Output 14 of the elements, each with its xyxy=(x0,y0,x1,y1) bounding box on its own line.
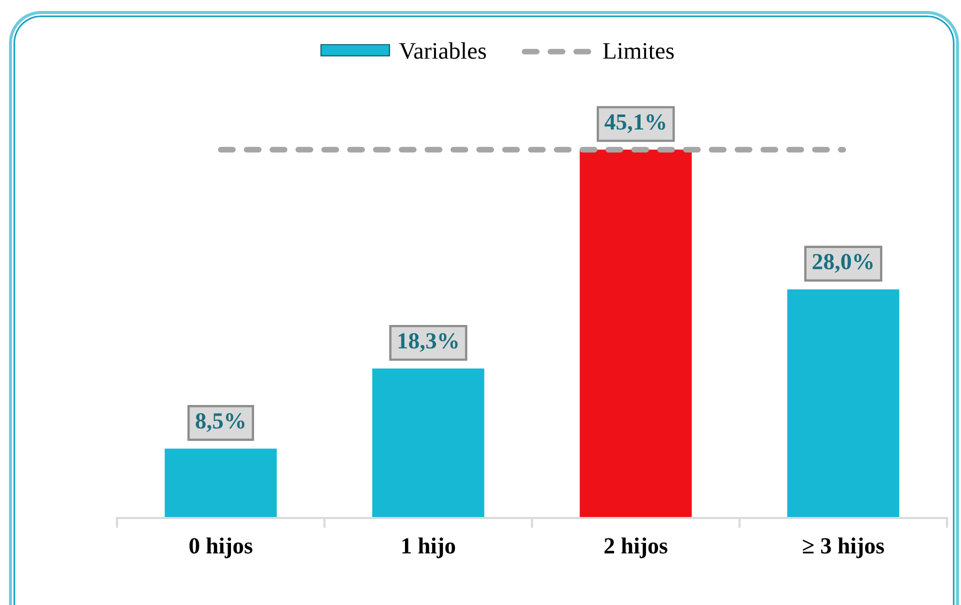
x-tick-label: 0 hijos xyxy=(189,537,252,558)
bar xyxy=(787,289,900,518)
x-tick-label: 2 hijos xyxy=(604,537,668,558)
bar xyxy=(580,150,692,518)
data-label: 45,1% xyxy=(604,114,666,134)
data-label: 18,3% xyxy=(398,333,458,352)
legend-label: Limites xyxy=(603,43,674,59)
data-label: 8,5% xyxy=(196,413,244,432)
x-tick-label: 1 hijo xyxy=(402,537,456,558)
data-label: 28,0% xyxy=(812,254,873,273)
x-tick-label: ≥ 3 hijos xyxy=(802,537,884,558)
bar xyxy=(372,368,484,518)
legend-label: Variables xyxy=(399,42,486,60)
bar xyxy=(164,448,277,518)
